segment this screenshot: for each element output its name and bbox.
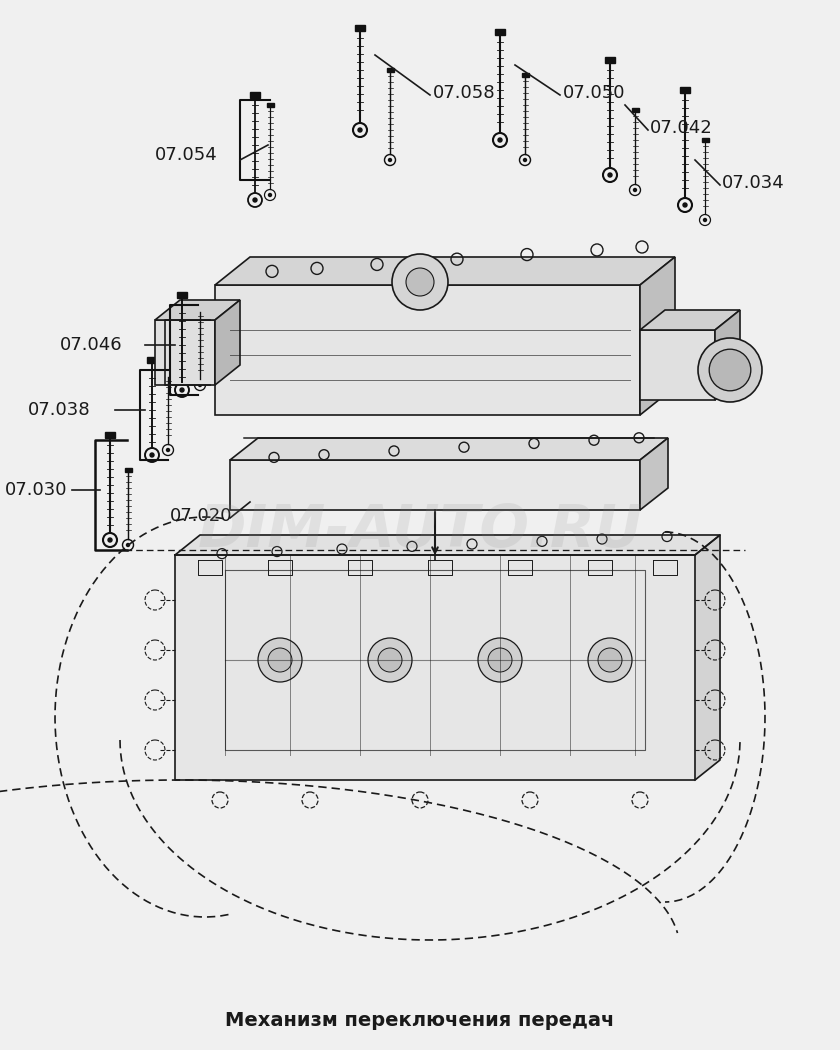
Text: 07.058: 07.058 [433, 84, 496, 102]
Bar [701, 138, 708, 142]
Circle shape [150, 453, 154, 457]
Circle shape [478, 638, 522, 682]
Circle shape [598, 648, 622, 672]
Bar [147, 357, 157, 363]
Circle shape [608, 173, 612, 177]
Polygon shape [640, 330, 715, 400]
Bar [522, 74, 528, 77]
Bar [177, 292, 187, 298]
Text: 07.034: 07.034 [722, 174, 785, 192]
Bar [632, 108, 638, 112]
Text: Механизм переключения передач: Механизм переключения передач [225, 1010, 615, 1029]
Circle shape [588, 638, 632, 682]
Bar [197, 308, 203, 312]
Circle shape [269, 193, 271, 196]
Bar [250, 92, 260, 98]
Polygon shape [175, 555, 695, 780]
Circle shape [378, 648, 402, 672]
Circle shape [698, 338, 762, 402]
Circle shape [268, 648, 292, 672]
Text: 07.042: 07.042 [650, 119, 713, 136]
Text: 07.030: 07.030 [5, 481, 67, 499]
Polygon shape [715, 310, 740, 400]
Bar [495, 29, 505, 35]
Text: 07.046: 07.046 [60, 336, 123, 354]
Polygon shape [230, 460, 640, 510]
Polygon shape [175, 536, 720, 555]
Text: 07.020: 07.020 [170, 507, 233, 525]
Polygon shape [640, 257, 675, 415]
Bar [165, 373, 171, 377]
Circle shape [258, 638, 302, 682]
Polygon shape [155, 300, 240, 320]
Polygon shape [215, 285, 640, 415]
Circle shape [166, 448, 170, 451]
Bar [124, 468, 132, 472]
Circle shape [633, 189, 637, 191]
Bar [105, 432, 115, 438]
Text: DIM-AUTO.RU: DIM-AUTO.RU [197, 502, 643, 559]
Bar [266, 103, 274, 107]
Bar [605, 57, 615, 63]
Circle shape [392, 254, 448, 310]
Circle shape [127, 544, 129, 546]
Circle shape [683, 203, 687, 207]
Bar [355, 25, 365, 31]
Text: 07.050: 07.050 [563, 84, 626, 102]
Polygon shape [215, 300, 240, 385]
Polygon shape [215, 257, 675, 285]
Polygon shape [640, 310, 740, 330]
Circle shape [498, 138, 502, 142]
Circle shape [198, 383, 202, 386]
Circle shape [388, 159, 391, 162]
Circle shape [704, 218, 706, 222]
Circle shape [253, 198, 257, 202]
Polygon shape [230, 438, 668, 460]
Polygon shape [155, 320, 215, 385]
Circle shape [108, 538, 112, 542]
Circle shape [180, 388, 184, 392]
Text: 07.038: 07.038 [28, 401, 91, 419]
Polygon shape [640, 438, 668, 510]
Circle shape [358, 128, 362, 132]
Text: 07.054: 07.054 [155, 146, 218, 164]
Circle shape [488, 648, 512, 672]
Circle shape [523, 159, 527, 162]
Circle shape [406, 268, 434, 296]
Circle shape [368, 638, 412, 682]
Circle shape [709, 350, 751, 391]
Polygon shape [695, 536, 720, 780]
Bar [680, 87, 690, 93]
Bar [386, 68, 393, 72]
